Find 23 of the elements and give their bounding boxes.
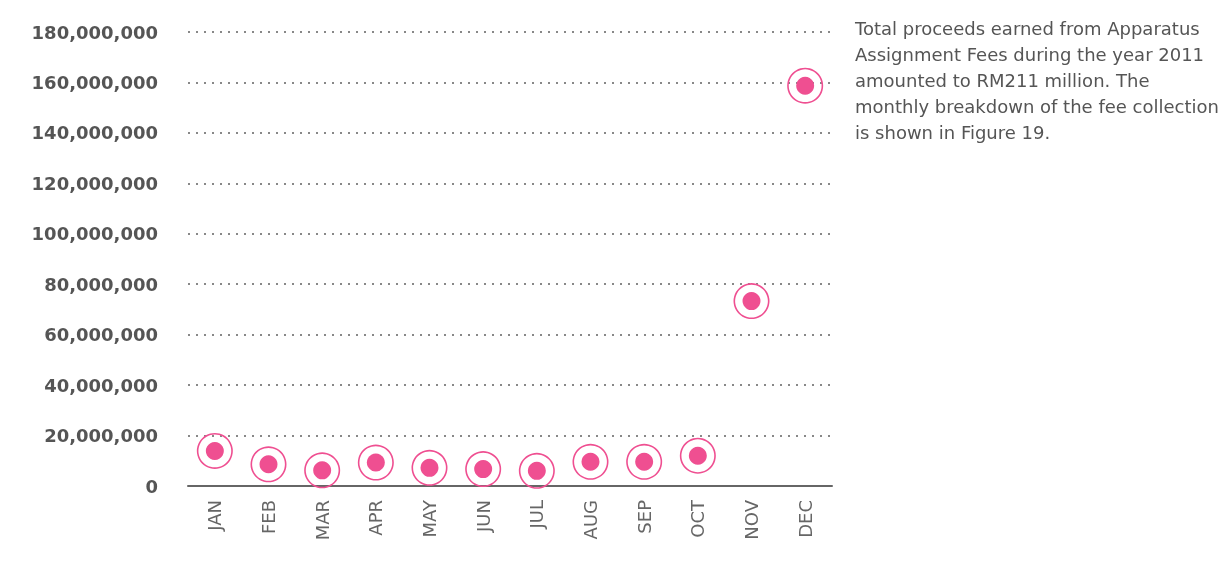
x-tick-label: AUG [580, 500, 601, 540]
y-tick-label: 60,000,000 [44, 324, 158, 346]
x-tick-label: JUN [472, 500, 494, 533]
y-tick-label: 100,000,000 [31, 223, 158, 245]
y-tick-label: 0 [145, 475, 158, 497]
x-tick-label: JUL [526, 500, 548, 530]
y-tick-label: 160,000,000 [31, 71, 158, 93]
y-tick-label: 120,000,000 [31, 172, 158, 194]
x-tick-label: MAY [419, 499, 440, 538]
y-tick-label: 40,000,000 [44, 374, 158, 396]
x-tick-label: NOV [741, 499, 762, 540]
x-tick-label: SEP [633, 499, 655, 534]
y-tick-label: 20,000,000 [44, 425, 158, 447]
x-tick-label: MAR [311, 500, 333, 541]
x-tick-label: JAN [204, 500, 226, 532]
x-tick-label: DEC [794, 500, 816, 538]
y-tick-label: 180,000,000 [31, 21, 158, 43]
text: Total proceeds earned from Apparatus Assignment Fees during the year 2011 amounted to RM211 million. The monthly breakdown of the fee collection is shown in Figure 19. [855, 17, 1220, 145]
x-tick-label: OCT [687, 499, 709, 538]
y-tick-label: 140,000,000 [31, 122, 158, 144]
y-tick-label: 80,000,000 [44, 273, 158, 295]
x-tick-label: FEB [258, 500, 279, 535]
x-tick-label: APR [365, 500, 387, 536]
